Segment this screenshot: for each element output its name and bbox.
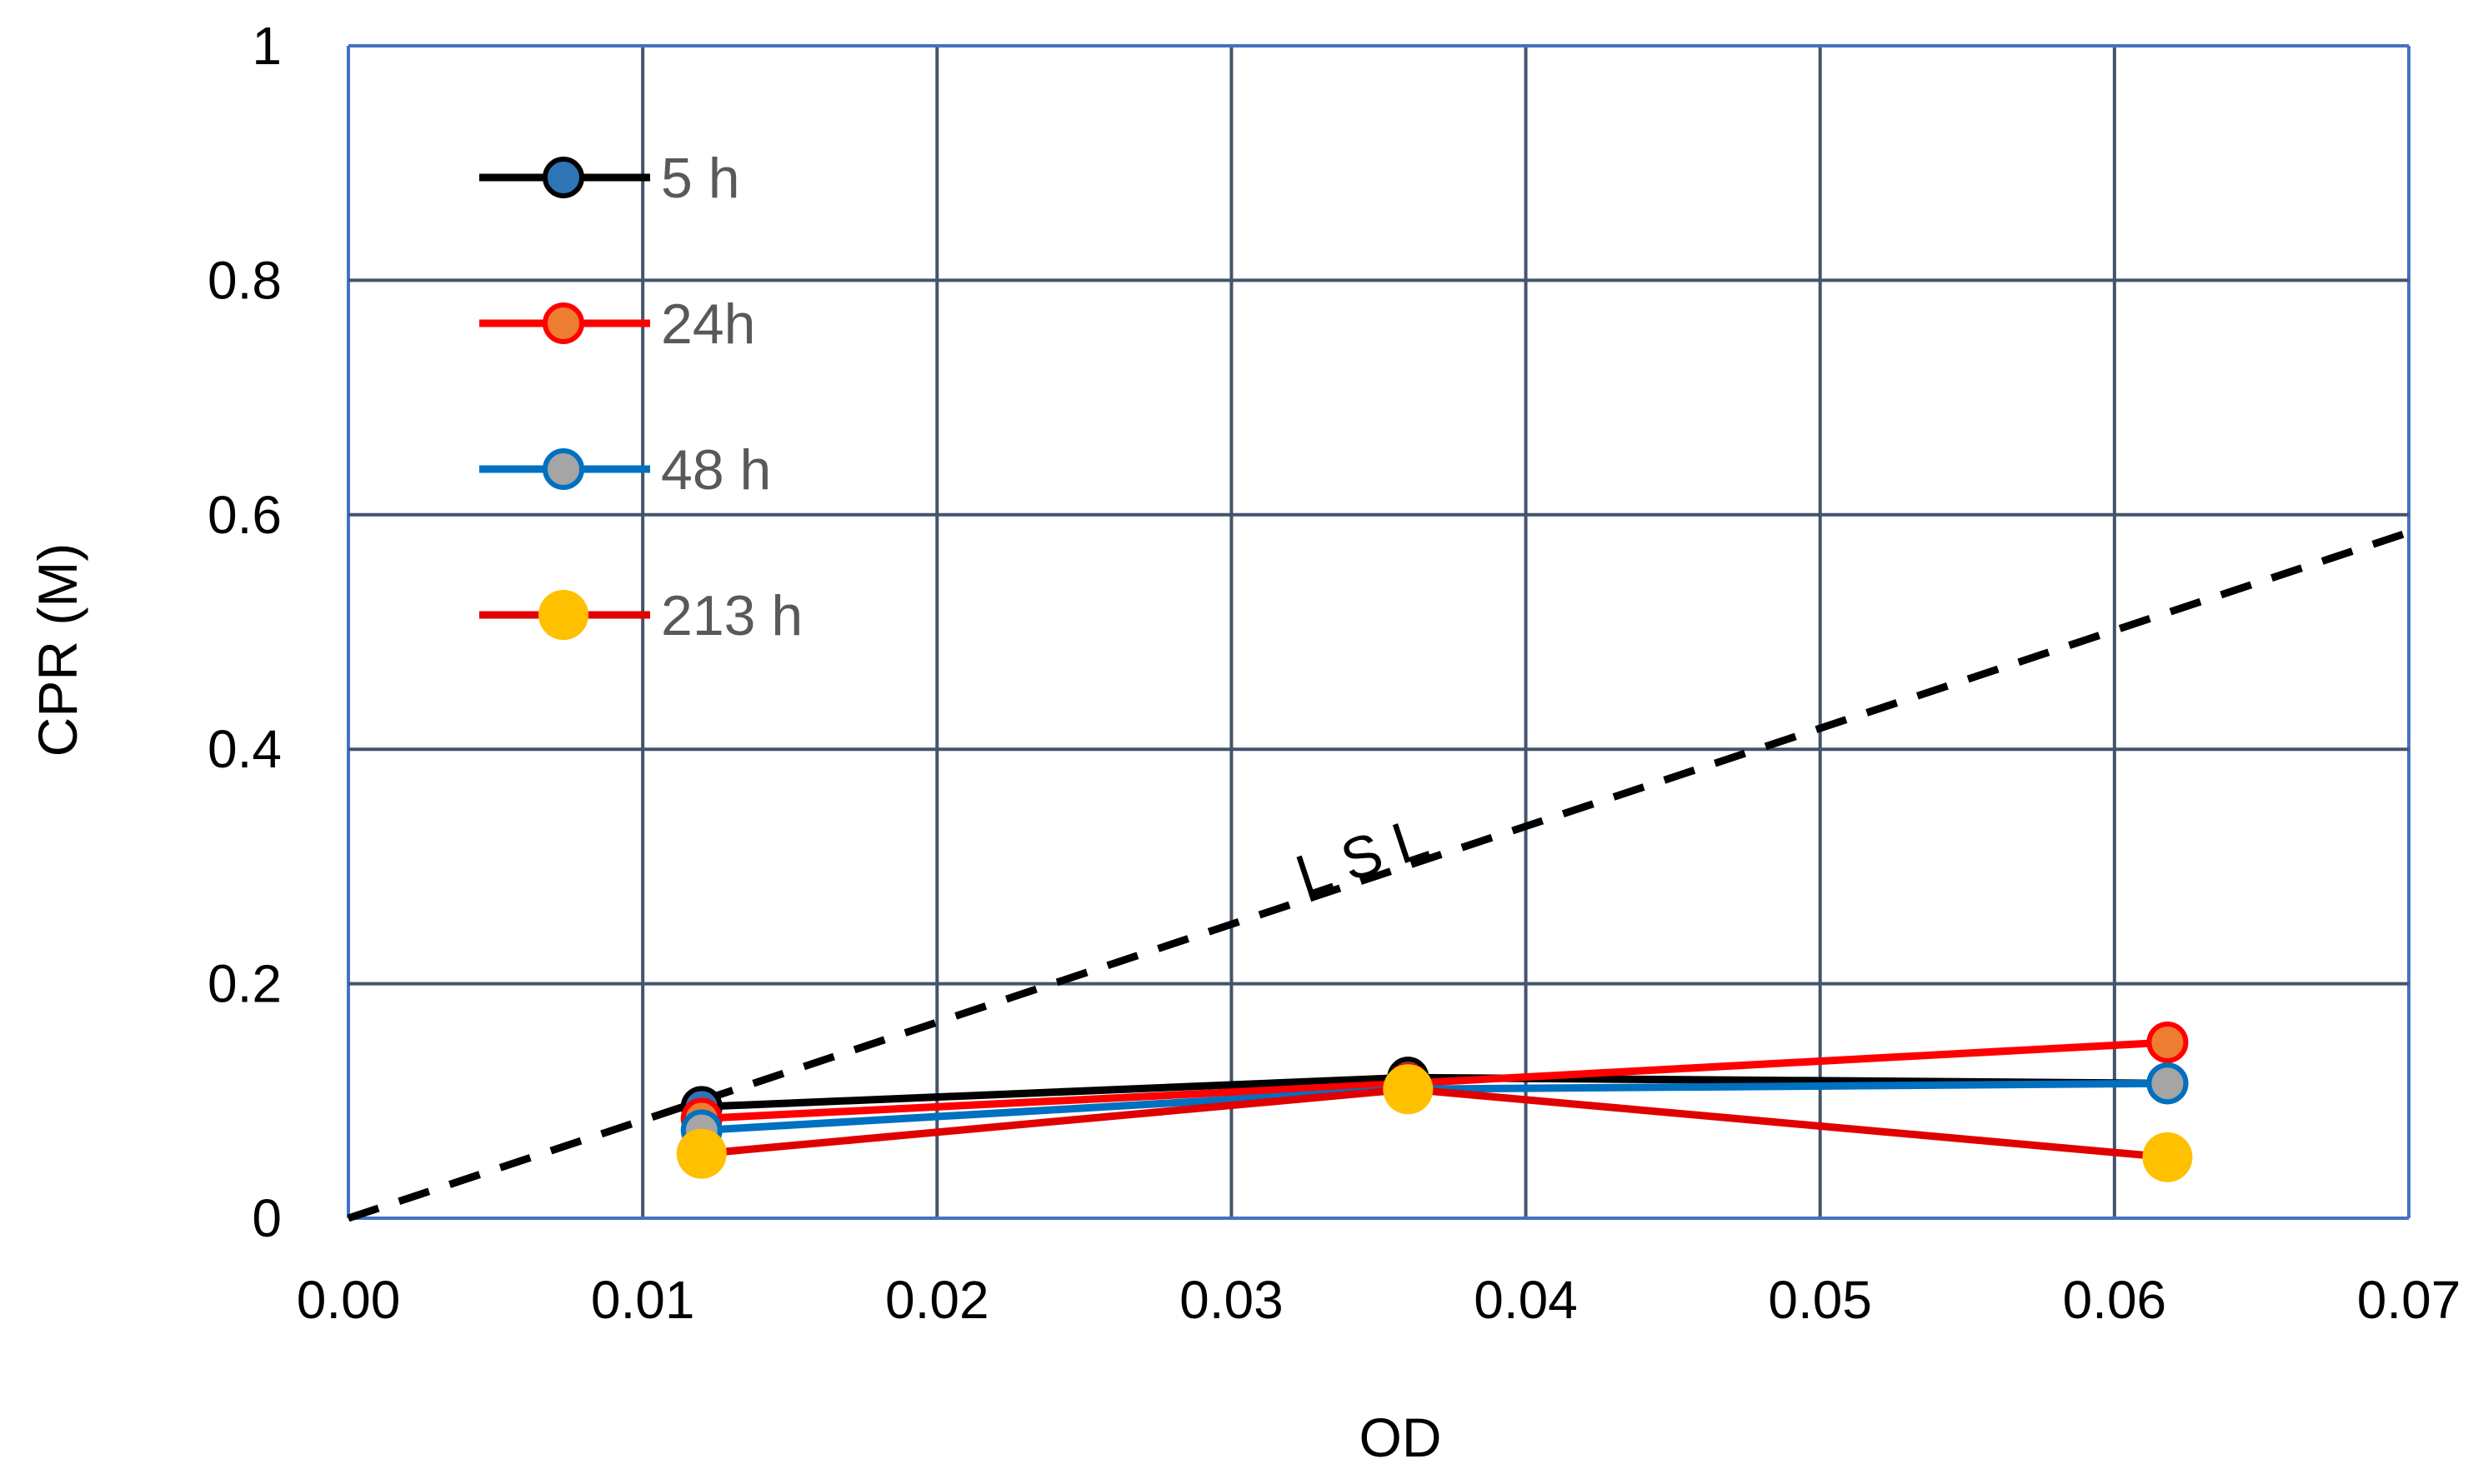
legend-marker xyxy=(543,157,584,198)
legend-item: 5 h xyxy=(479,147,740,210)
y-tick-label: 0 xyxy=(252,1188,282,1248)
data-point xyxy=(2146,1062,2189,1105)
x-tick-label: 0.06 xyxy=(2063,1270,2167,1330)
x-tick-label: 0.03 xyxy=(1179,1270,1284,1330)
series-group xyxy=(676,1021,2193,1182)
x-axis-title: OD xyxy=(1359,1407,1442,1468)
y-tick-label: 1 xyxy=(252,16,282,76)
y-tick-label: 0.2 xyxy=(208,954,282,1014)
grid xyxy=(347,44,2410,1220)
y-tick-label: 0.6 xyxy=(208,485,282,545)
legend-item: 213 h xyxy=(479,584,803,647)
legend-label: 48 h xyxy=(661,438,771,502)
data-point xyxy=(676,1128,727,1179)
legend-marker xyxy=(538,590,588,640)
legend-item: 48 h xyxy=(479,438,771,502)
reference-line-group: LSL xyxy=(347,528,2410,1222)
reference-line xyxy=(347,528,2410,1222)
y-tick-label: 0.4 xyxy=(208,719,282,779)
legend-label: 213 h xyxy=(661,584,803,647)
tick-labels: 0.00 0.01 0.02 0.03 0.04 0.05 0.06 0.07 0 0.2 0.4 0… xyxy=(208,16,2460,1330)
legend-marker xyxy=(543,448,584,490)
x-tick-label: 0.07 xyxy=(2357,1270,2461,1330)
y-tick-label: 0.8 xyxy=(208,250,282,310)
legend-label: 5 h xyxy=(661,147,740,210)
x-tick-label: 0.02 xyxy=(885,1270,989,1330)
data-point xyxy=(1383,1064,1434,1115)
reference-line-label: LSL xyxy=(1288,800,1449,908)
legend-marker xyxy=(543,302,584,344)
y-axis-title: CPR (M) xyxy=(27,543,88,757)
legend-label: 24h xyxy=(661,292,755,356)
legend-item: 24h xyxy=(479,292,755,356)
x-tick-label: 0.01 xyxy=(591,1270,695,1330)
x-tick-label: 0.04 xyxy=(1474,1270,1578,1330)
data-point xyxy=(2146,1021,2189,1063)
data-point xyxy=(2142,1132,2193,1182)
x-tick-label: 0.05 xyxy=(1768,1270,1872,1330)
x-tick-label: 0.00 xyxy=(297,1270,401,1330)
legend: 5 h 24h 48 h 213 h xyxy=(479,147,803,647)
